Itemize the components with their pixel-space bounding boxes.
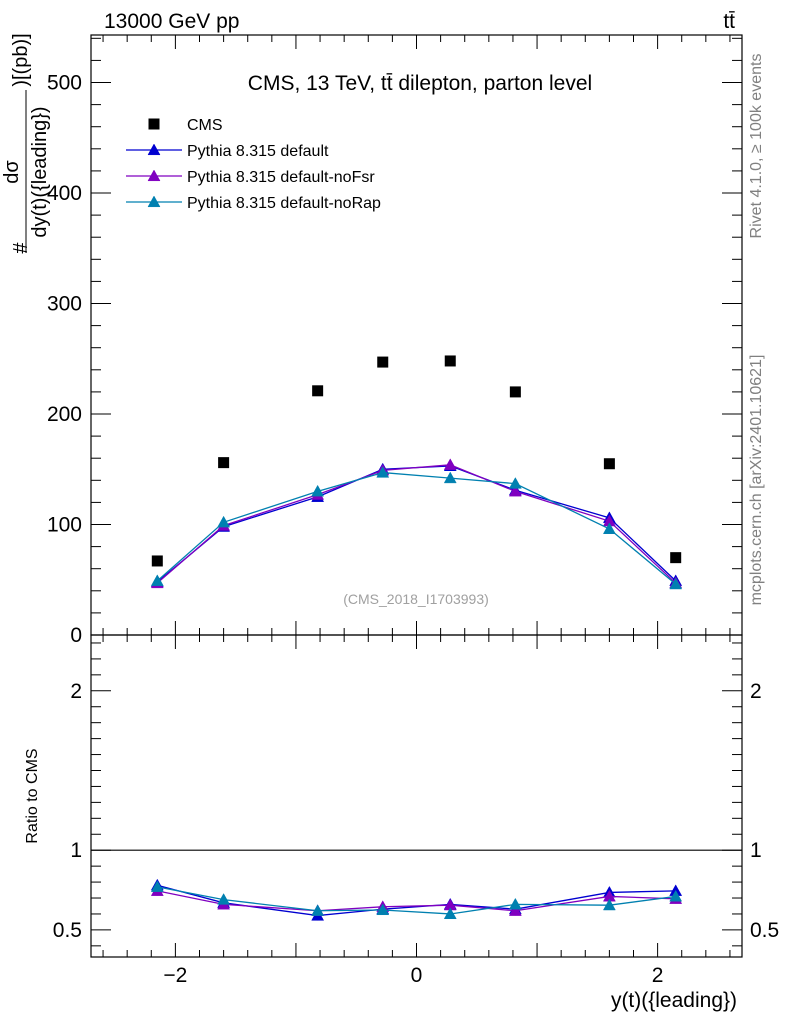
ratio-tick-label: 1 — [70, 839, 82, 862]
rivet-version-label: Rivet 4.1.0, ≥ 100k events — [748, 54, 765, 239]
legend: CMS Pythia 8.315 default Pythia 8.315 defa… — [126, 117, 381, 212]
legend-marker-nofsr — [147, 169, 161, 182]
y-tick-label: 100 — [47, 514, 82, 537]
cms-data-point — [151, 555, 163, 567]
ratio-line-norap — [157, 886, 676, 915]
y-axis-label-unit: )[(pb)] — [10, 33, 32, 86]
ratio-axis-label: Ratio to CMS — [24, 748, 41, 843]
cms-data-point — [444, 355, 456, 367]
series-point-norap — [508, 477, 522, 489]
legend-label-cms: CMS — [187, 117, 223, 134]
ratio-point-norap — [217, 893, 231, 905]
cms-data-point — [312, 385, 324, 397]
legend-label-default: Pythia 8.315 default — [187, 143, 329, 160]
source-label: mcplots.cern.ch [arXiv:2401.10621] — [748, 355, 765, 606]
ratio-point-norap — [602, 898, 616, 911]
ratio-point-norap — [150, 880, 164, 892]
y-tick-label: 400 — [47, 182, 82, 205]
series-point-nofsr — [443, 458, 457, 470]
cms-data-point — [509, 386, 521, 398]
x-tick-label: 0 — [411, 964, 423, 987]
y-tick-label: 0 — [70, 624, 82, 647]
analysis-tag: (CMS_2018_I1703993) — [343, 591, 489, 607]
series-point-norap — [217, 515, 231, 528]
y-tick-label: 200 — [47, 403, 82, 426]
tick-labels: −2 0 2 0 100 200 300 400 500 0.5 0.5 1 1 2 2 — [47, 72, 779, 987]
legend-marker-norap — [147, 195, 161, 208]
series-point-nofsr — [508, 484, 522, 497]
chart-title: CMS, 13 TeV, tt̄ dilepton, parton level — [248, 72, 592, 95]
ratio-point-nofsr — [508, 904, 522, 916]
ratio-series — [150, 878, 683, 921]
cms-data-points — [151, 355, 682, 567]
legend-marker-default — [147, 143, 161, 156]
ratio-point-norap — [669, 889, 683, 902]
legend-label-norap: Pythia 8.315 default-noRap — [187, 195, 381, 212]
x-axis-label: y(t)({leading}) — [611, 989, 737, 1012]
main-series — [150, 458, 683, 590]
ratio-tick-label: 0.5 — [53, 919, 82, 942]
ratio-point-norap — [443, 907, 457, 920]
ratio-tick-label: 2 — [70, 680, 82, 703]
y-axis-label-denominator: dy(t)({leading}) — [29, 106, 51, 237]
series-point-norap — [311, 484, 325, 497]
series-point-norap — [602, 522, 616, 534]
cms-data-point — [218, 457, 230, 469]
cms-data-point — [603, 458, 615, 470]
ratio-plot-frame — [90, 634, 743, 958]
legend-label-nofsr: Pythia 8.315 default-noFsr — [187, 169, 375, 186]
series-point-norap — [443, 471, 457, 484]
legend-marker-cms — [148, 118, 160, 130]
cms-data-point — [670, 552, 682, 564]
series-line-nofsr — [156, 464, 677, 584]
y-tick-label: 300 — [47, 293, 82, 316]
y-axis-label-prefix: # — [10, 242, 32, 254]
process-label: tt̄ — [723, 10, 735, 33]
x-tick-label: 2 — [652, 964, 664, 987]
ratio-axis-ticks — [91, 635, 742, 957]
series-line-norap — [156, 471, 677, 585]
ratio-tick-label: 2 — [750, 680, 762, 703]
ratio-tick-label: 0.5 — [750, 919, 779, 942]
series-point-norap — [669, 577, 683, 590]
ratio-tick-label: 1 — [750, 839, 762, 862]
ratio-point-norap — [508, 897, 522, 910]
x-tick-label: −2 — [163, 964, 187, 987]
ratio-point-norap — [311, 904, 325, 916]
y-axis-label-numerator: dσ — [1, 160, 23, 184]
main-axis-ticks — [91, 35, 742, 636]
y-tick-label: 500 — [47, 72, 82, 95]
ratio-point-norap — [376, 903, 390, 916]
ratio-line-nofsr — [157, 890, 676, 912]
series-point-norap — [376, 466, 390, 478]
energy-label: 13000 GeV pp — [104, 10, 239, 33]
series-point-norap — [150, 574, 164, 586]
cms-data-point — [377, 356, 389, 368]
